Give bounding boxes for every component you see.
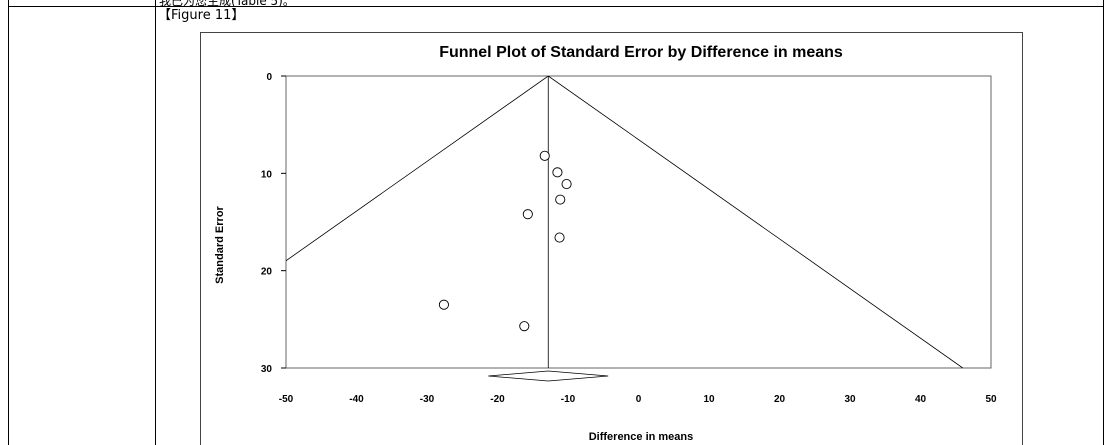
table-column-divider [155,0,156,445]
x-tick-label: 10 [703,394,715,405]
x-tick-label: -10 [561,394,576,405]
chart-title: Funnel Plot of Standard Error by Differe… [439,44,843,61]
summary-diamond [488,370,609,382]
y-tick-label: 0 [266,72,272,83]
x-tick-label: -40 [349,394,364,405]
figure-label: 【Figure 11】 [158,8,245,23]
x-tick-label: 30 [844,394,856,405]
data-point [554,232,565,243]
plot-border [285,75,992,369]
data-point [555,194,566,205]
table-border-left [8,0,9,445]
y-tick-label: 10 [261,169,273,180]
x-tick-label: -50 [279,394,294,405]
x-tick-label: 20 [774,394,786,405]
x-axis-title: Difference in means [589,431,694,443]
table-row-divider [8,6,1104,7]
data-point [522,209,533,220]
table-border-right [1103,0,1104,445]
x-tick-label: 50 [985,394,997,405]
chart-frame [200,32,1023,445]
x-tick-label: -30 [420,394,435,405]
funnel-right-line [548,76,964,368]
data-point [519,321,530,332]
data-point [539,150,550,161]
y-axis-title: Standard Error [214,205,226,283]
plot-area: 0 10 20 30 -50 -40 -30 -20 -10 0 10 20 30 40 50 [261,72,997,405]
cut-off-text: 我已为您生成(Table 5)。 [159,0,295,8]
x-tick-label: 0 [636,394,642,405]
y-tick-label: 20 [261,267,273,278]
data-point [438,299,449,310]
x-tick-label: 40 [915,394,927,405]
y-tick-label: 30 [261,364,273,375]
data-point [552,167,563,178]
funnel-left-line [286,76,549,262]
x-tick-label: -20 [490,394,505,405]
data-point [561,178,572,190]
